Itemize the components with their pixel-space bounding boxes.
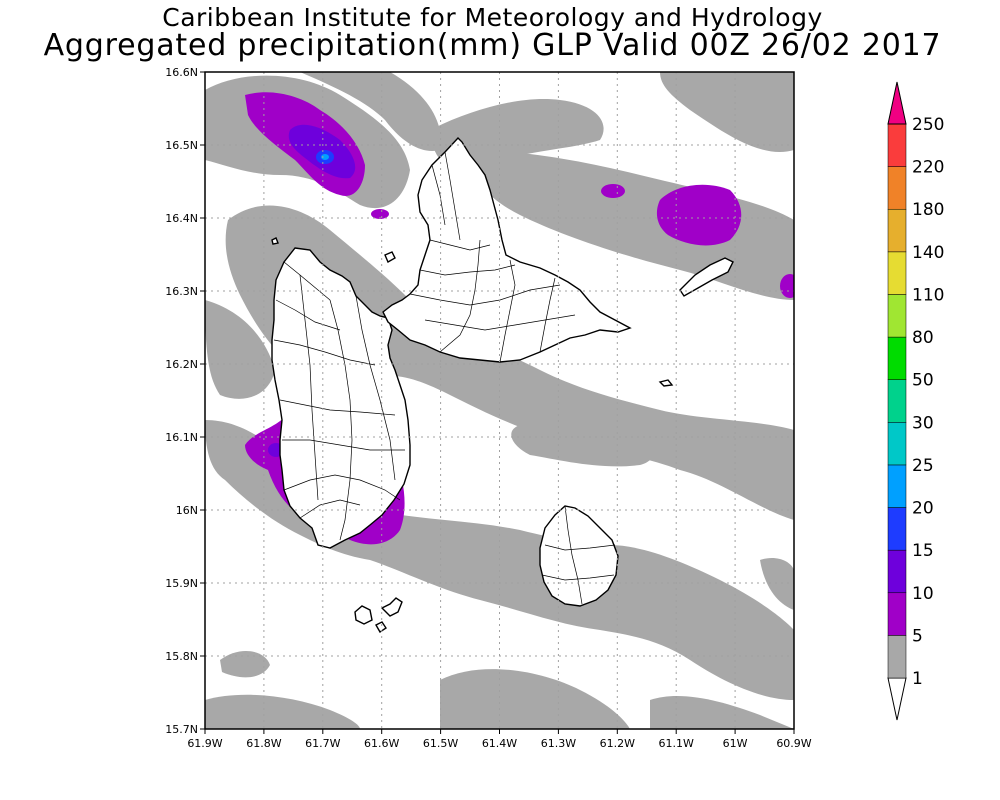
colorbar-label: 20 [912,499,934,519]
lat-tick-label: 16.2N [165,358,198,371]
precipitation-field [205,72,794,729]
lon-tick-label: 61.5W [423,737,458,750]
colorbar-segment [887,379,907,423]
map-title: Aggregated precipitation(mm) GLP Valid 0… [43,28,942,63]
lon-tick-label: 61.8W [246,737,281,750]
lon-tick-label: 60.9W [776,737,811,750]
colorbar-high-arrow [887,81,907,125]
lat-tick-label: 16.5N [165,139,198,152]
lon-tick-label: 61.2W [600,737,635,750]
colorbar-label: 15 [912,541,934,561]
lat-tick-label: 15.7N [165,723,198,736]
marie-galante-island [539,505,619,607]
lon-tick-label: 61.9W [187,737,222,750]
colorbar-label: 110 [912,285,944,305]
colorbar-segment [887,549,907,594]
institute-title: Caribbean Institute for Meteorology and … [162,3,823,32]
colorbar-segment [887,208,907,253]
precip-band-1-5 [205,72,794,729]
lat-tick-label: 16N [176,504,198,517]
colorbar-segment [887,251,907,295]
map-grid [205,72,794,729]
colorbar-label: 50 [912,371,934,391]
lon-tick-label: 61.1W [659,737,694,750]
lat-tick-label: 15.8N [165,650,198,663]
colorbar-label: 30 [912,413,934,433]
colorbar-segment [887,336,907,380]
lat-tick-label: 15.9N [165,577,198,590]
colorbar-segment [887,507,907,551]
colorbar-label: 5 [912,626,923,646]
lat-tick-label: 16.6N [165,66,198,79]
lon-tick-label: 61.6W [364,737,399,750]
colorbar-label: 140 [912,243,944,263]
colorbar-label: 1 [912,669,923,689]
colorbar-segment [887,635,907,679]
colorbar-segment [887,592,907,636]
precip-band-20-25 [321,154,329,160]
lat-tick-label: 16.1N [165,431,198,444]
colorbar-label: 220 [912,158,944,178]
lon-tick-label: 61.3W [541,737,576,750]
lat-tick-label: 16.3N [165,285,198,298]
colorbar-segment [887,123,907,167]
la-desirade-island [679,257,734,297]
colorbar-label: 180 [912,200,944,220]
colorbar-low-arrow [887,677,907,721]
lat-tick-label: 16.4N [165,212,198,225]
basse-terre-island [271,247,411,549]
colorbar-segment [887,294,907,338]
commune-boundaries [273,151,616,605]
colorbar-segment [887,166,907,210]
colorbar-label: 250 [912,115,944,135]
colorbar-label: 80 [912,328,934,348]
island-outlines [271,136,734,633]
map-axes: 61.9W 61.8W 61.7W 61.6W 61.5W 61.4W 61.3W 61.2W… [165,66,812,750]
colorbar-segment [887,464,907,508]
lon-tick-label: 61.7W [305,737,340,750]
les-saintes-islands [354,605,373,625]
colorbar-label: 10 [912,584,934,604]
lon-tick-label: 61W [723,737,748,750]
lon-tick-label: 61.4W [482,737,517,750]
colorbar-segment [887,422,907,466]
colorbar-label: 25 [912,456,934,476]
